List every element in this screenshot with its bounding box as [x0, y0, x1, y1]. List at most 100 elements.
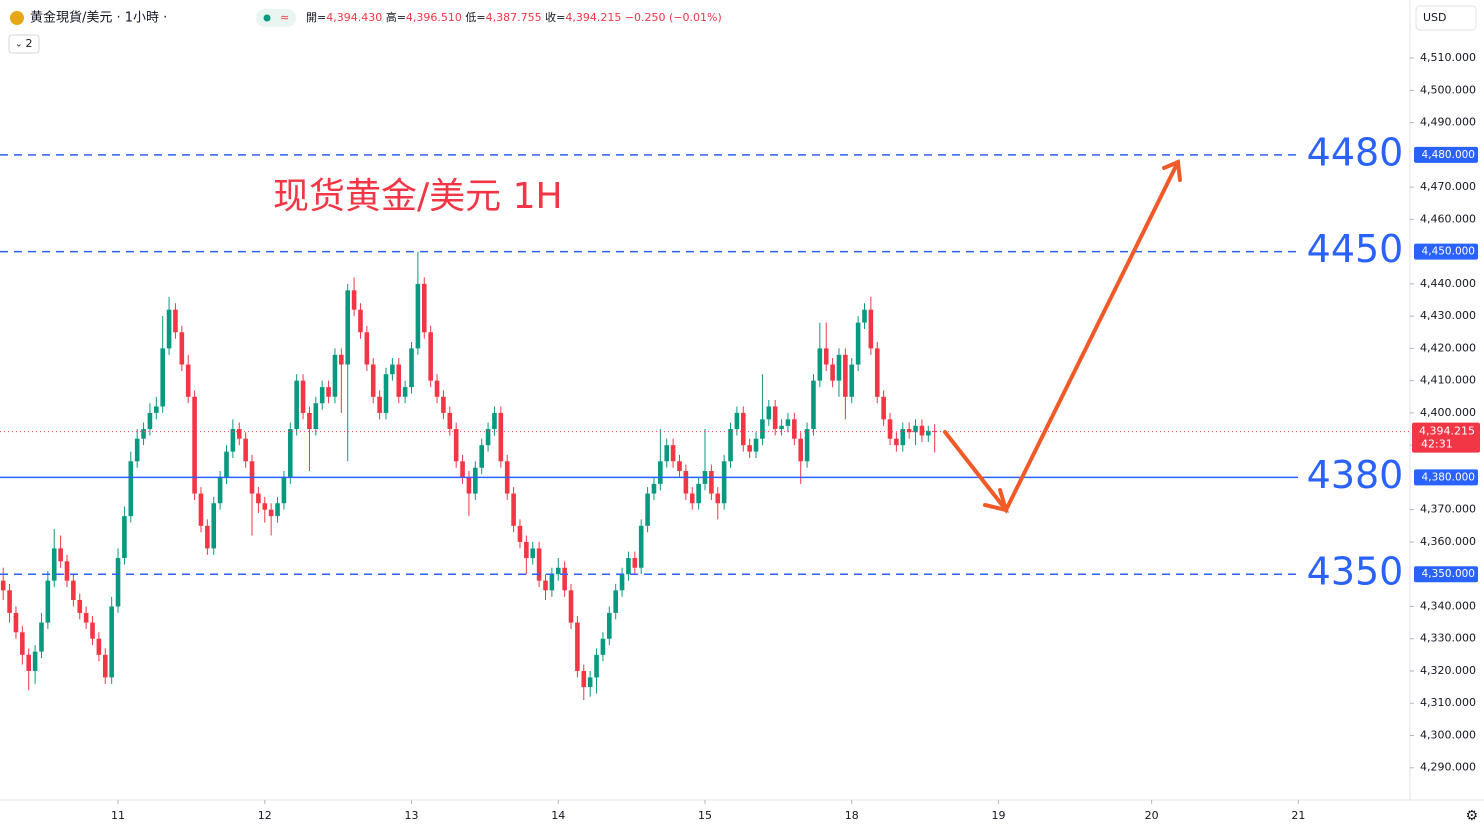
candle-body — [645, 493, 650, 526]
x-tick-label: 19 — [991, 809, 1005, 822]
candle-body — [434, 380, 440, 397]
candle-body — [287, 429, 293, 478]
candle-body — [185, 364, 191, 397]
y-tick-label: 4,340.000 — [1420, 599, 1476, 612]
x-tick-label: 15 — [698, 809, 712, 822]
candle-body — [638, 525, 644, 568]
ohlc-change: −0.250 (−0.01%) — [625, 11, 722, 24]
candle-body — [45, 580, 51, 623]
candle-body — [262, 503, 268, 510]
candle-body — [683, 470, 689, 494]
candle-body — [670, 445, 676, 462]
candle-body — [390, 364, 395, 375]
candle-body — [109, 606, 114, 678]
level-tag-label: 4,480.000 — [1422, 149, 1475, 161]
candle-body — [594, 654, 599, 678]
candle-body — [198, 493, 204, 526]
symbol-icon[interactable] — [10, 11, 24, 25]
candle-body — [843, 354, 848, 397]
candle-body — [319, 387, 325, 404]
candle-body — [160, 348, 165, 407]
candle-body — [326, 387, 331, 397]
candle-body — [798, 438, 804, 462]
candle-body — [294, 380, 299, 430]
candle-body — [428, 332, 433, 381]
arrow-head — [1162, 159, 1182, 182]
candle-body — [358, 309, 363, 333]
y-tick-label: 4,490.000 — [1420, 116, 1476, 129]
ohlc-value: 4,394.430 — [326, 11, 382, 24]
settings-icon[interactable]: ⚙ — [1465, 808, 1478, 824]
header-ohlc: 開=4,394.430 高=4,396.510 低=4,387.755 收=4,… — [306, 10, 722, 24]
annotation: 现货黄金/美元 1H — [273, 176, 563, 217]
candle-body — [26, 654, 32, 671]
currency[interactable]: USD — [1423, 11, 1447, 24]
plot-area: 4480 4450 4380 4350 — [0, 130, 1410, 700]
candle-body — [900, 429, 906, 446]
collapse-button[interactable] — [8, 34, 40, 54]
y-tick-label: 4,360.000 — [1420, 535, 1476, 548]
candle-body — [313, 403, 319, 430]
level-value: 4380 — [1307, 453, 1404, 497]
candle-body — [606, 612, 612, 639]
candle-body — [7, 590, 12, 613]
candle-body — [473, 467, 478, 494]
candle-body — [619, 574, 625, 591]
x-tick-label: 14 — [551, 809, 565, 822]
candle-body — [447, 412, 453, 430]
candle-body — [792, 419, 797, 439]
candle-body — [453, 429, 459, 462]
candle-body — [20, 632, 25, 655]
candle-body — [779, 425, 784, 430]
ohlc-value: 4,394.215 — [565, 11, 621, 24]
candle-body — [785, 419, 791, 426]
level-tag — [1414, 566, 1478, 583]
candle-body — [173, 309, 178, 333]
candle-body — [855, 322, 861, 365]
candle-body — [441, 396, 446, 413]
candle-body — [492, 412, 497, 430]
candle-body — [536, 548, 542, 581]
candle-body — [275, 503, 280, 517]
candle-body — [549, 574, 555, 591]
x-tick-label: 18 — [845, 809, 859, 822]
candle-body — [613, 590, 618, 613]
candle-body — [811, 380, 816, 430]
badge-count[interactable]: 2 — [26, 37, 33, 50]
candle-body — [460, 461, 465, 478]
candle-body — [772, 406, 778, 430]
candle-body — [415, 283, 421, 349]
currency-button[interactable] — [1415, 5, 1477, 31]
last-price-label: 4,394.215 — [1419, 425, 1475, 438]
candle-body — [300, 380, 306, 413]
candle-body — [760, 419, 765, 439]
status-badge — [256, 9, 296, 27]
candle-body — [71, 580, 76, 600]
candle-body — [721, 461, 727, 504]
candle-body — [555, 567, 561, 575]
candle-body — [102, 654, 108, 678]
candle-body — [128, 461, 134, 517]
candle-body — [709, 470, 714, 494]
candle-body — [370, 364, 376, 397]
ohlc-label: 開= — [306, 11, 326, 24]
candle-body — [339, 354, 344, 365]
level-tag — [1414, 469, 1478, 486]
candle-body — [530, 548, 536, 559]
y-tick-label: 4,400.000 — [1420, 406, 1476, 419]
candle-body — [689, 493, 695, 504]
y-tick-label: 4,410.000 — [1420, 374, 1476, 387]
candle-body — [268, 509, 274, 517]
candle-body — [498, 412, 504, 462]
countdown: 42:31 — [1421, 438, 1453, 451]
y-tick-label: 4,310.000 — [1420, 696, 1476, 709]
candle-body — [243, 438, 248, 462]
level-tag — [1414, 243, 1478, 260]
last-price-tag — [1412, 422, 1480, 453]
candle-body — [830, 364, 835, 381]
y-tick-label: 4,330.000 — [1420, 632, 1476, 645]
y-tick-label: 4,470.000 — [1420, 180, 1476, 193]
symbol-title[interactable]: 黄金現貨/美元 · 1小時 · — [30, 10, 167, 26]
candle-body — [236, 429, 242, 439]
candle-body — [568, 590, 574, 623]
